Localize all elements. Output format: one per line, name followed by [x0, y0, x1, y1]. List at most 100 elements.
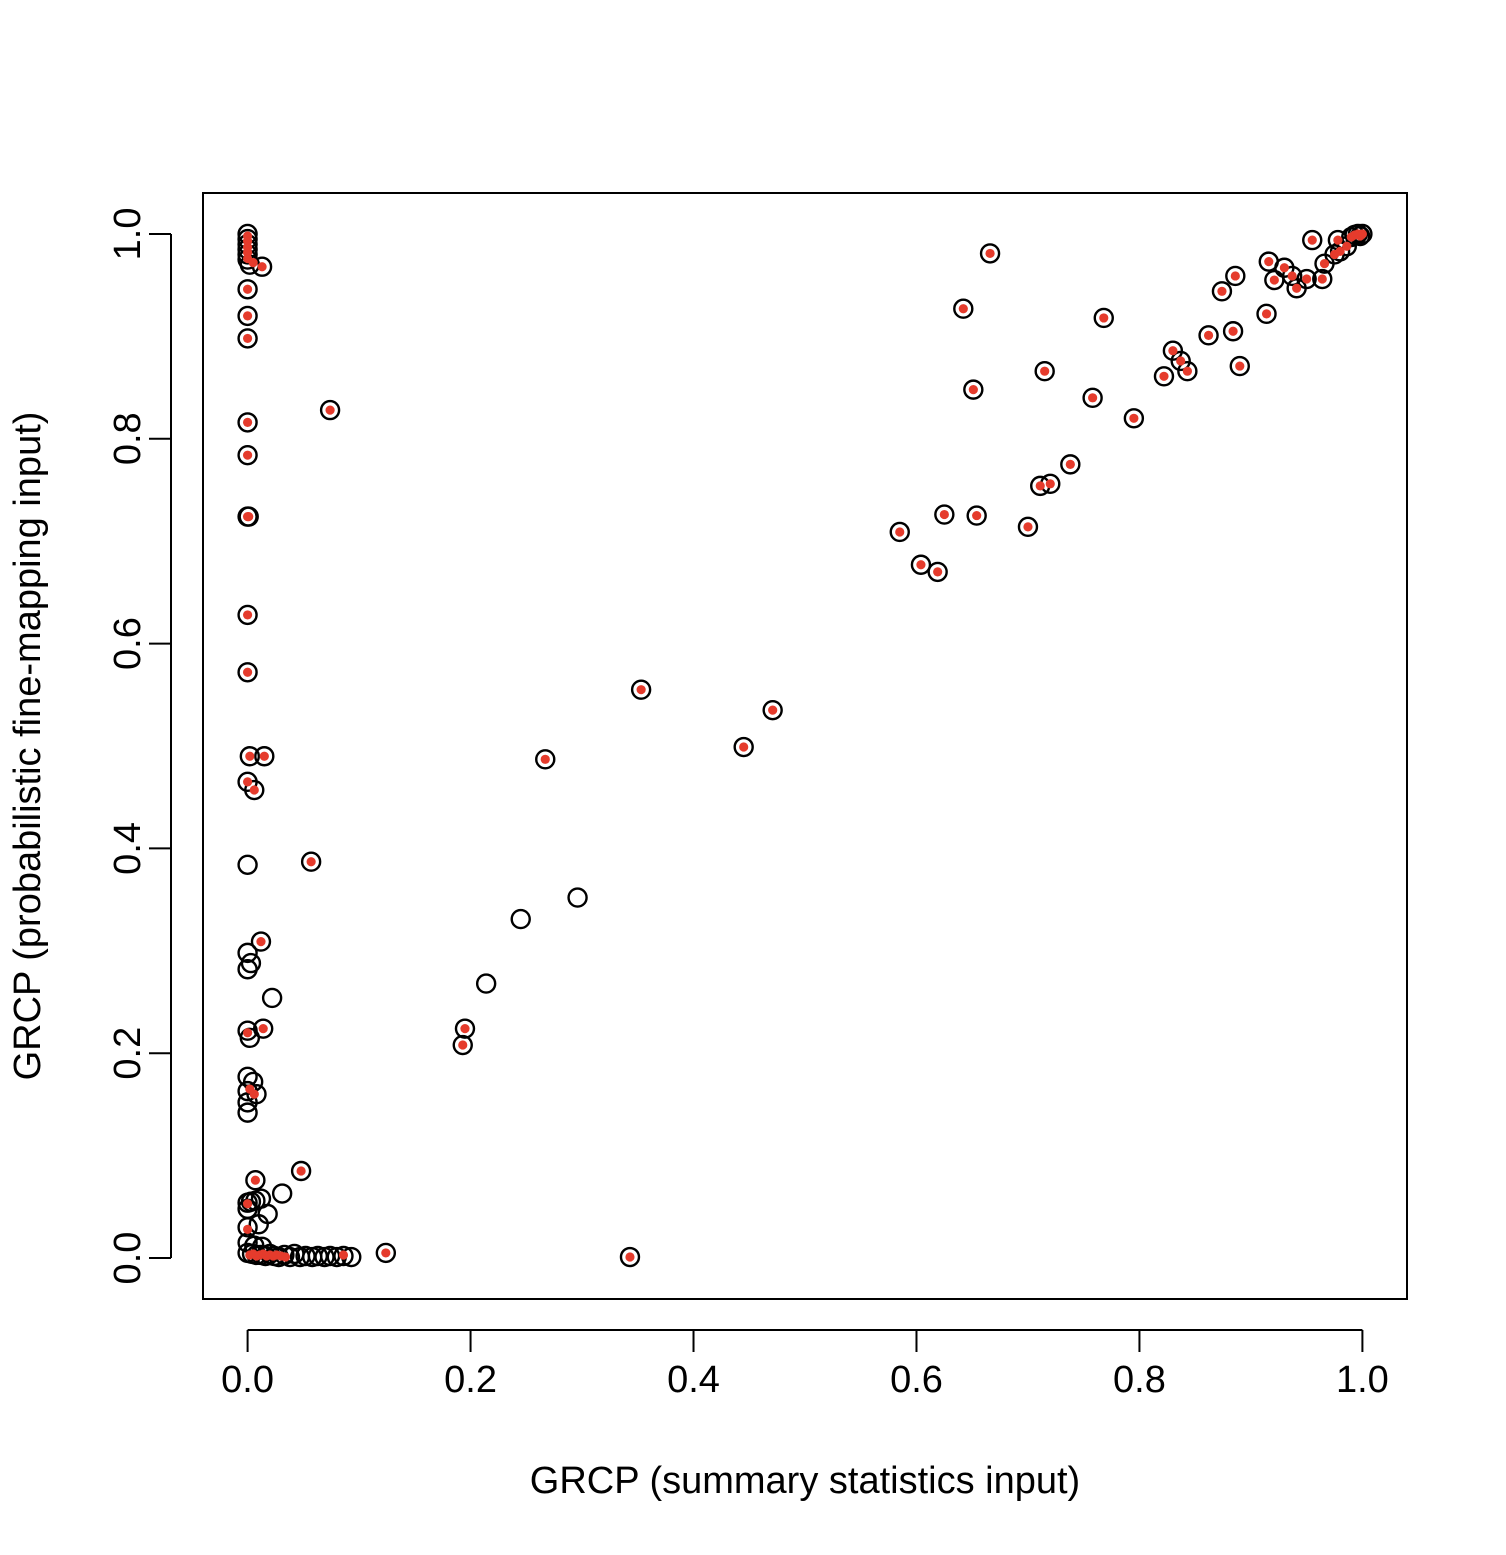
filled-dot-point: [939, 509, 949, 520]
open-circle-point: [237, 305, 258, 327]
filled-dot-point: [1357, 229, 1368, 239]
open-circle-point: [927, 561, 948, 583]
filled-dot-point: [1217, 286, 1227, 296]
filled-dot-point: [625, 1252, 635, 1262]
filled-dot-point: [242, 1028, 253, 1038]
filled-dot-point: [985, 248, 995, 259]
filled-dot-point: [306, 857, 316, 867]
filled-dot-point: [1182, 366, 1192, 376]
open-circle-point: [237, 604, 258, 626]
filled-dot-point: [1292, 283, 1302, 293]
filled-dot-point: [1302, 274, 1312, 284]
open-circle-point: [1229, 355, 1250, 377]
open-circle-point: [245, 1170, 266, 1191]
filled-dot-point: [242, 1224, 253, 1234]
y-tick-label: 0.8: [107, 412, 149, 465]
y-tick-label: 0.6: [107, 617, 149, 670]
filled-dot-point: [242, 1199, 253, 1209]
open-circle-point: [953, 298, 974, 319]
y-axis-title: GRCP (probabilistic fine-mapping input): [7, 412, 49, 1081]
filled-dot-point: [1269, 275, 1279, 285]
open-circle-point: [1153, 366, 1175, 387]
x-tick-label: 0.4: [667, 1359, 720, 1401]
open-circle-point: [290, 1160, 312, 1182]
filled-dot-point: [325, 405, 335, 415]
open-circle-point: [237, 1092, 258, 1113]
filled-dot-point: [1228, 326, 1238, 336]
filled-dot-point: [1333, 235, 1343, 245]
filled-dot-point: [1023, 522, 1033, 532]
filled-dot-point: [460, 1024, 470, 1034]
filled-dot-point: [1040, 366, 1050, 376]
points-layer: [237, 223, 1373, 1268]
open-circle-point: [1017, 516, 1039, 538]
open-circle-point: [1281, 265, 1303, 287]
filled-dot-point: [895, 527, 905, 537]
open-circle-point: [535, 749, 556, 770]
open-circle-point: [239, 746, 261, 767]
open-circle-point: [237, 959, 258, 980]
x-axis-title: GRCP (summary statistics input): [530, 1460, 1080, 1502]
open-circle-point: [254, 746, 275, 767]
open-circle-point: [237, 854, 258, 875]
open-circle-point: [1211, 281, 1233, 302]
filled-dot-point: [636, 685, 646, 695]
filled-dot-point: [256, 936, 266, 947]
filled-dot-point: [338, 1250, 349, 1260]
open-circle-point: [237, 328, 258, 349]
open-circle-point: [1060, 454, 1081, 475]
filled-dot-point: [1287, 271, 1297, 281]
open-circle-point: [237, 1102, 258, 1123]
open-circle-point: [237, 412, 258, 433]
open-circle-point: [733, 736, 754, 758]
open-circle-point: [1123, 408, 1145, 429]
filled-dot-point: [259, 751, 269, 761]
open-circle-point: [510, 908, 531, 930]
open-circle-point: [889, 521, 910, 543]
filled-dot-point: [1230, 271, 1240, 281]
filled-dot-point: [458, 1040, 468, 1050]
filled-dot-point: [280, 1252, 291, 1262]
open-circle-point: [475, 973, 497, 994]
filled-dot-point: [242, 667, 253, 677]
filled-dot-point: [1045, 479, 1055, 489]
open-circle-point: [1093, 307, 1114, 329]
filled-dot-point: [1129, 413, 1139, 423]
x-tick-label: 1.0: [1336, 1359, 1389, 1401]
y-axis: 0.0 0.2 0.4 0.6 0.8 1.0: [107, 208, 172, 1284]
open-circle-point: [934, 504, 955, 525]
open-circle-point: [630, 679, 652, 700]
open-circle-point: [452, 1034, 473, 1056]
open-circle-point: [619, 1246, 641, 1268]
open-circle-point: [300, 851, 322, 872]
filled-dot-point: [242, 333, 253, 344]
open-circle-point: [567, 887, 588, 908]
x-tick-label: 0.8: [1113, 1359, 1166, 1401]
open-circle-point: [1198, 325, 1219, 346]
filled-dot-point: [1168, 346, 1178, 356]
open-circle-point: [253, 1018, 274, 1039]
filled-dot-point: [958, 304, 968, 314]
filled-dot-point: [248, 258, 258, 268]
y-tick-label: 0.2: [107, 1027, 149, 1080]
filled-dot-point: [916, 560, 926, 570]
filled-dot-point: [768, 705, 778, 715]
open-circle-point: [963, 379, 984, 400]
open-circle-point: [319, 399, 341, 421]
y-tick-label: 0.4: [107, 822, 149, 875]
filled-dot-point: [1317, 274, 1327, 284]
open-circle-point: [248, 1214, 269, 1235]
plot-frame: [202, 192, 1408, 1300]
filled-dot-point: [1099, 313, 1109, 323]
open-circle-point: [762, 699, 783, 721]
open-circle-point: [1225, 265, 1246, 287]
filled-dot-point: [245, 751, 255, 761]
open-circle-point: [333, 1245, 354, 1267]
open-circle-point: [244, 779, 265, 801]
open-circle-point: [1256, 303, 1277, 325]
open-circle-point: [237, 662, 258, 683]
filled-dot-point: [1065, 459, 1075, 469]
open-circle-point: [261, 987, 283, 1009]
